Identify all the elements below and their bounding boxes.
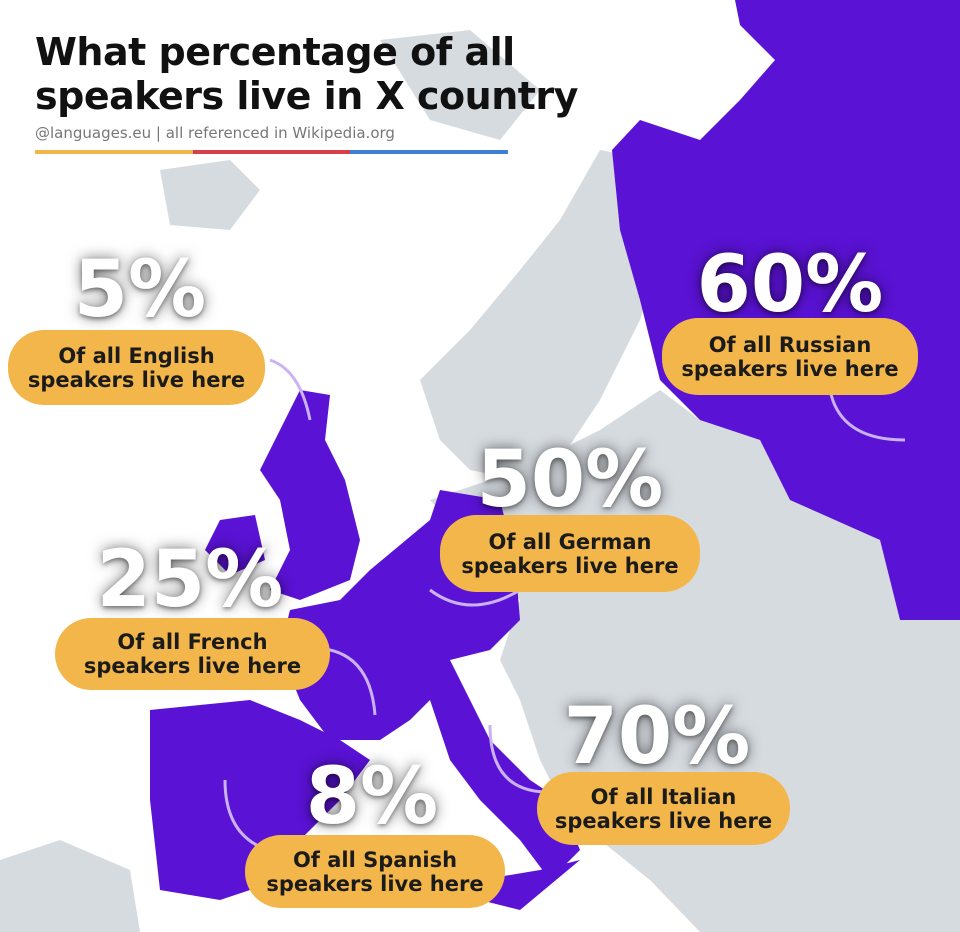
color-rule (35, 150, 509, 154)
callout-text: Of all German (488, 529, 652, 554)
percent-label: 50% (476, 435, 664, 525)
title-line: speakers live in X country (35, 74, 578, 118)
callout-text: speakers live here (681, 356, 899, 381)
callout-text: speakers live here (27, 367, 246, 392)
percent-label: 25% (96, 535, 284, 625)
callout-text: speakers live here (83, 654, 302, 678)
percent-label: 60% (696, 240, 884, 330)
title-line: What percentage of all (35, 30, 515, 74)
callout-text: Of all Spanish (292, 847, 458, 872)
subtitle: @languages.eu | all referenced in Wikipe… (35, 124, 395, 142)
percent-label: 5% (73, 245, 207, 335)
callout-text: Of all French (117, 630, 268, 654)
callout-text: speakers live here (461, 553, 679, 578)
callout-text: speakers live here (266, 871, 484, 896)
callout-text: Of all Russian (708, 332, 872, 357)
percent-label: 8% (305, 752, 439, 842)
callout-pill: Of all German speakers live here (440, 515, 700, 592)
callout-text: speakers live here (554, 808, 773, 833)
callout-pill: Of all French speakers live here (55, 618, 330, 690)
callout-pill: Of all English speakers live here (8, 330, 265, 405)
callout-text: Of all Italian (590, 784, 737, 809)
percent-label: 70% (563, 692, 751, 782)
title: What percentage of all speakers live in … (35, 30, 578, 118)
callout-pill: Of all Italian speakers live here (537, 772, 790, 845)
callout-text: Of all English (58, 343, 215, 368)
callout-pill: Of all Russian speakers live here (662, 318, 918, 395)
callout-pill: Of all Spanish speakers live here (245, 835, 505, 908)
